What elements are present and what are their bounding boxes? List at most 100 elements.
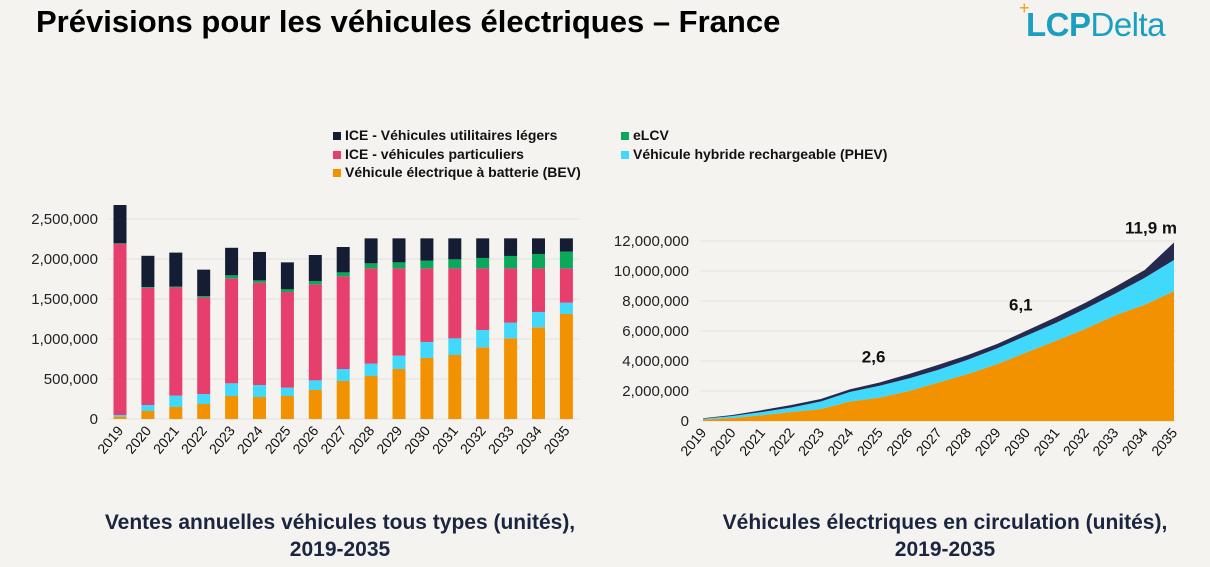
legend-swatch: [333, 151, 341, 159]
bar-phev-2026: [308, 380, 322, 390]
bar-elcv-2034: [532, 253, 545, 269]
bar-elcv-2020: [141, 287, 155, 288]
y-tick-label: 4,000,000: [622, 353, 689, 370]
x-tick-label: 2029: [373, 422, 405, 456]
x-tick-label: 2027: [317, 422, 349, 456]
x-tick-label: 2031: [1030, 424, 1062, 458]
bar-phev-2029: [392, 355, 406, 369]
bar-ice_lcv-2033: [504, 238, 518, 256]
legend-label: eLCV: [633, 127, 669, 143]
bar-elcv-2035: [559, 251, 573, 269]
bar-elcv-2031: [448, 259, 462, 269]
x-tick-label: 2024: [234, 422, 266, 456]
legend-label: Véhicule électrique à batterie (BEV): [345, 164, 581, 180]
x-tick-label: 2020: [706, 424, 738, 458]
data-label: 2,6: [862, 347, 886, 366]
bar-elcv-2030: [420, 260, 434, 269]
bar-bev-2033: [504, 338, 518, 419]
bar-phev-2024: [253, 385, 266, 397]
bar-bev-2035: [559, 313, 573, 419]
bar-elcv-2021: [169, 286, 183, 288]
x-tick-label: 2024: [824, 424, 856, 458]
bar-elcv-2028: [364, 263, 378, 269]
bar-bev-2027: [336, 381, 350, 419]
x-tick-label: 2034: [513, 422, 545, 456]
x-tick-label: 2032: [457, 422, 489, 456]
bar-ice_pc-2021: [169, 287, 183, 396]
bar-bev-2023: [225, 395, 239, 419]
x-tick-label: 2026: [883, 424, 915, 458]
bar-ice_lcv-2027: [336, 247, 350, 273]
bar-bev-2034: [532, 327, 545, 419]
bar-ice_lcv-2032: [476, 238, 490, 258]
caption-line: Véhicules électriques en circulation (un…: [722, 511, 1168, 534]
y-tick-label: 1,000,000: [31, 331, 98, 348]
x-tick-label: 2026: [289, 422, 321, 456]
bar-ice_pc-2027: [336, 276, 350, 369]
bar-ice_lcv-2024: [253, 251, 266, 281]
data-label: 6,1: [1009, 296, 1033, 315]
right-chart-caption: Véhicules électriques en circulation (un…: [645, 509, 1210, 563]
caption-line: 2019-2035: [894, 538, 996, 561]
x-tick-label: 2032: [1060, 424, 1092, 458]
bar-elcv-2024: [253, 280, 266, 283]
bar-ice_pc-2033: [504, 268, 518, 323]
bar-ice_pc-2029: [392, 268, 406, 356]
bar-phev-2028: [364, 363, 378, 376]
bar-ice_pc-2020: [141, 287, 155, 405]
bar-phev-2025: [280, 387, 294, 396]
bar-bev-2026: [308, 389, 322, 419]
bar-elcv-2027: [336, 272, 350, 277]
legend-swatch: [333, 169, 341, 177]
bar-ice_pc-2022: [197, 297, 211, 395]
bar-ice_lcv-2019: [113, 205, 127, 244]
bar-ice_pc-2024: [253, 282, 266, 385]
bar-bev-2030: [420, 357, 434, 419]
bar-phev-2035: [559, 302, 573, 314]
bar-elcv-2025: [280, 289, 294, 292]
legend-item-phev: Véhicule hybride rechargeable (PHEV): [621, 146, 887, 162]
bar-elcv-2026: [308, 281, 322, 285]
bar-bev-2024: [253, 397, 266, 419]
page-title: Prévisions pour les véhicules électrique…: [36, 4, 781, 39]
legend-label: Véhicule hybride rechargeable (PHEV): [633, 146, 888, 162]
x-tick-label: 2033: [1089, 424, 1121, 458]
x-tick-label: 2022: [765, 424, 797, 458]
bar-elcv-2033: [504, 255, 518, 269]
x-tick-label: 2023: [206, 422, 238, 456]
y-tick-label: 0: [90, 411, 98, 428]
bar-ice_lcv-2023: [225, 247, 239, 276]
legend-label: ICE - Véhicules utilitaires légers: [345, 127, 558, 143]
bar-ice_lcv-2034: [532, 238, 545, 254]
bar-ice_lcv-2026: [308, 255, 322, 281]
bar-phev-2021: [169, 395, 183, 407]
y-tick-label: 12,000,000: [614, 233, 689, 250]
x-tick-label: 2021: [736, 424, 768, 458]
bar-ice_pc-2035: [559, 268, 573, 303]
bar-bev-2020: [141, 411, 155, 419]
bar-phev-2033: [504, 322, 518, 339]
legend-label: ICE - véhicules particuliers: [345, 146, 524, 162]
bar-bev-2031: [448, 355, 462, 419]
bar-ice_pc-2031: [448, 268, 462, 339]
bar-ice_pc-2023: [225, 278, 239, 384]
x-tick-label: 2030: [1001, 424, 1033, 458]
bar-ice_pc-2034: [532, 268, 545, 312]
caption-line: Ventes annuelles véhicules tous types (u…: [104, 511, 576, 534]
bar-ice_pc-2028: [364, 268, 378, 364]
bar-bev-2021: [169, 407, 183, 419]
bar-ice_pc-2026: [308, 284, 322, 381]
legend-swatch: [621, 132, 629, 140]
bar-phev-2022: [197, 394, 211, 404]
bar-bev-2022: [197, 403, 211, 419]
legend-item-ice-pc: ICE - véhicules particuliers: [333, 146, 524, 162]
bar-phev-2030: [420, 341, 434, 358]
bar-ice_pc-2030: [420, 268, 434, 342]
bar-elcv-2023: [225, 275, 239, 279]
bar-elcv-2022: [197, 296, 211, 298]
y-tick-label: 6,000,000: [622, 323, 689, 340]
bar-phev-2034: [532, 311, 545, 328]
bar-ice_lcv-2020: [141, 255, 155, 287]
bar-ice_lcv-2022: [197, 269, 211, 297]
